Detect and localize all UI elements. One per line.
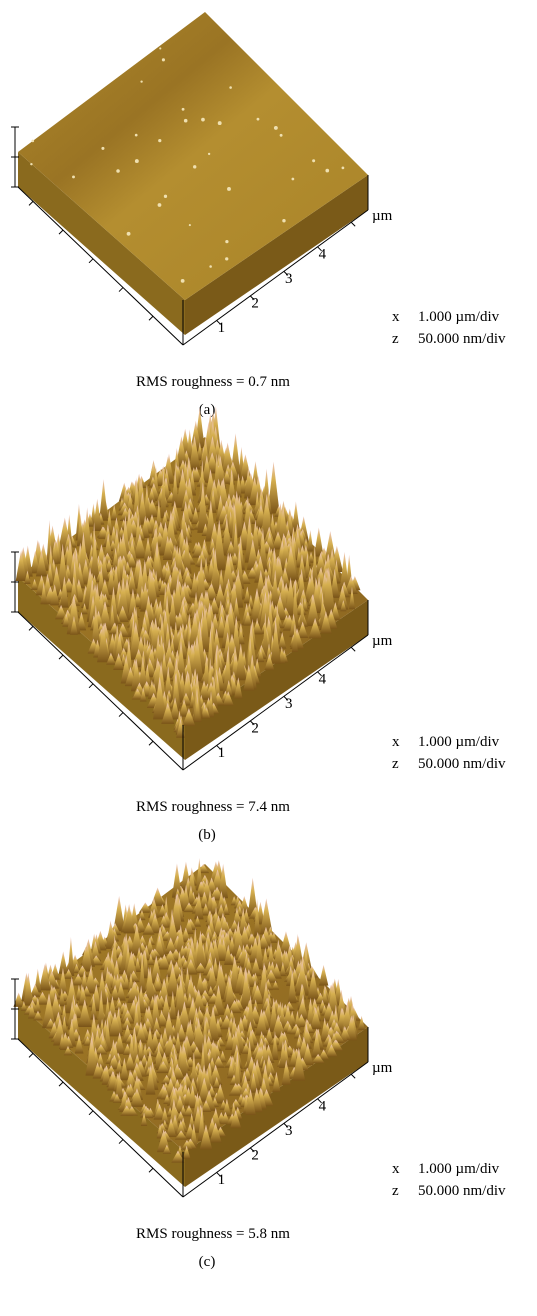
scale-value: 1.000 µm/div bbox=[418, 1161, 500, 1177]
axis-line bbox=[59, 655, 63, 659]
particle bbox=[274, 126, 278, 130]
particle bbox=[164, 195, 167, 198]
particle bbox=[280, 134, 283, 137]
particle bbox=[209, 265, 212, 268]
axis-line bbox=[29, 626, 33, 630]
particle bbox=[312, 159, 315, 162]
particle bbox=[189, 224, 191, 226]
axis-tick-label: 2 bbox=[251, 720, 259, 736]
particle bbox=[162, 58, 165, 61]
particle bbox=[159, 47, 161, 49]
scale-value: 50.000 nm/div bbox=[418, 1183, 506, 1199]
axis-line bbox=[59, 1082, 63, 1086]
panel-label: (b) bbox=[198, 827, 216, 843]
axis-line bbox=[119, 288, 123, 292]
peak bbox=[319, 965, 329, 986]
particle bbox=[342, 166, 345, 169]
axis-unit: µm bbox=[372, 208, 393, 224]
axis-line bbox=[89, 259, 93, 263]
axis-line bbox=[59, 230, 63, 234]
scale-value: 1.000 µm/div bbox=[418, 309, 500, 325]
caption: RMS roughness = 0.7 nm bbox=[136, 374, 290, 390]
axis-line bbox=[119, 1140, 123, 1144]
particle bbox=[225, 257, 228, 260]
axis-line bbox=[351, 222, 355, 226]
axis-tick-label: 2 bbox=[251, 295, 259, 311]
particle bbox=[218, 121, 222, 125]
axis-line bbox=[119, 713, 123, 717]
particle bbox=[101, 147, 104, 150]
scale-value: 50.000 nm/div bbox=[418, 756, 506, 772]
particle bbox=[135, 159, 139, 163]
particle bbox=[116, 169, 120, 173]
scale-axis: x bbox=[392, 1161, 400, 1177]
particle bbox=[158, 139, 161, 142]
particle bbox=[227, 187, 231, 191]
axis-tick-label: 3 bbox=[285, 1123, 293, 1139]
axis-tick-label: 3 bbox=[285, 696, 293, 712]
particle bbox=[184, 119, 188, 123]
particle bbox=[72, 175, 75, 178]
scale-value: 50.000 nm/div bbox=[418, 331, 506, 347]
caption: RMS roughness = 5.8 nm bbox=[136, 1226, 290, 1242]
particle bbox=[201, 118, 205, 122]
particle bbox=[140, 80, 142, 82]
particle bbox=[30, 163, 32, 165]
particle bbox=[282, 219, 285, 222]
axis-line bbox=[149, 741, 153, 745]
scale-axis: z bbox=[392, 331, 399, 347]
axis-line bbox=[351, 1074, 355, 1078]
axis-line bbox=[89, 684, 93, 688]
particle bbox=[158, 203, 162, 207]
axis-tick-label: 4 bbox=[319, 1098, 327, 1114]
surface bbox=[18, 12, 368, 300]
particle bbox=[181, 279, 185, 283]
particle bbox=[292, 178, 295, 181]
particle bbox=[135, 134, 138, 137]
particle bbox=[127, 232, 131, 236]
afm-panel: 1 2 3 4 µm x 1.000 µm/div z 50.000 nm/div RMS rou… bbox=[11, 12, 506, 418]
particle bbox=[325, 169, 329, 173]
axis-tick-label: 1 bbox=[218, 1172, 226, 1188]
axis-line bbox=[149, 316, 153, 320]
particle bbox=[193, 165, 196, 168]
caption: RMS roughness = 7.4 nm bbox=[136, 799, 290, 815]
axis-tick-label: 1 bbox=[218, 745, 226, 761]
axis-tick-label: 3 bbox=[285, 271, 293, 287]
axis-tick-label: 4 bbox=[319, 671, 327, 687]
figure: 1 2 3 4 µm x 1.000 µm/div z 50.000 nm/div RMS rou… bbox=[0, 0, 537, 1316]
axis-line bbox=[149, 1168, 153, 1172]
particle bbox=[182, 108, 185, 111]
axis-unit: µm bbox=[372, 633, 393, 649]
scale-axis: z bbox=[392, 756, 399, 772]
axis-tick-label: 4 bbox=[319, 246, 327, 262]
axis-line bbox=[89, 1111, 93, 1115]
axis-tick-label: 2 bbox=[251, 1147, 259, 1163]
scale-axis: z bbox=[392, 1183, 399, 1199]
axis-line bbox=[351, 647, 355, 651]
axis-tick-label: 1 bbox=[218, 320, 226, 336]
scale-axis: x bbox=[392, 309, 400, 325]
scale-value: 1.000 µm/div bbox=[418, 734, 500, 750]
afm-panel: 1 2 3 4 µm x 1.000 µm/div z 50.000 nm/div RMS rou… bbox=[11, 858, 506, 1270]
peak bbox=[292, 501, 300, 531]
particle bbox=[32, 140, 35, 143]
axis-unit: µm bbox=[372, 1060, 393, 1076]
panel-label: (c) bbox=[199, 1254, 216, 1270]
particle bbox=[229, 86, 232, 89]
particle bbox=[208, 153, 210, 155]
particle bbox=[257, 118, 260, 121]
scale-axis: x bbox=[392, 734, 400, 750]
particle bbox=[225, 240, 228, 243]
afm-panel: 1 2 3 4 µm x 1.000 µm/div z 50.000 nm/div RMS rou… bbox=[11, 406, 506, 843]
axis-line bbox=[29, 201, 33, 205]
axis-line bbox=[29, 1053, 33, 1057]
